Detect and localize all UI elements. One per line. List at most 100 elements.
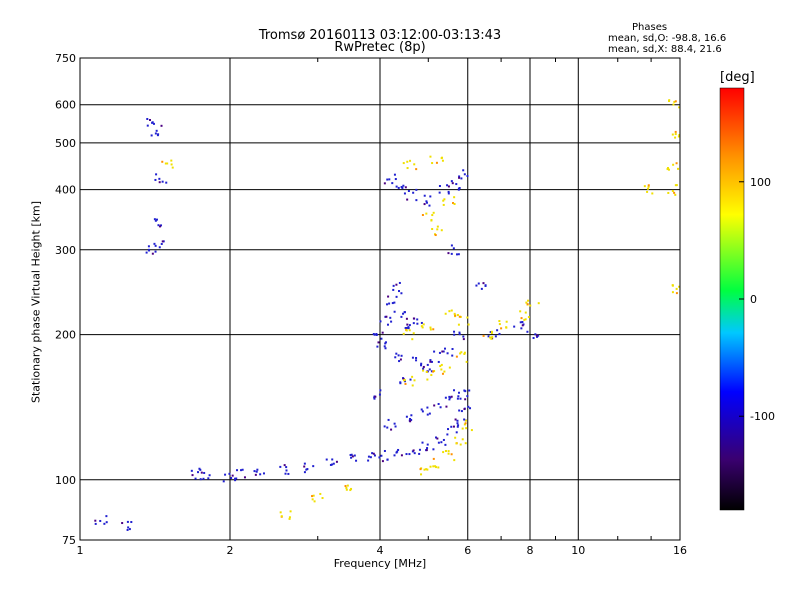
- data-point: [158, 181, 161, 184]
- data-point: [462, 338, 465, 341]
- data-point: [463, 173, 466, 176]
- data-point: [393, 422, 396, 425]
- data-point: [646, 190, 649, 193]
- data-point: [346, 484, 349, 487]
- data-point: [430, 370, 433, 373]
- data-point: [150, 134, 153, 137]
- data-point: [467, 405, 470, 408]
- data-point: [159, 225, 162, 228]
- data-point: [677, 135, 680, 138]
- data-point: [409, 159, 412, 162]
- data-point: [254, 473, 257, 476]
- data-point: [241, 468, 244, 471]
- data-point: [456, 314, 459, 317]
- data-point: [383, 182, 386, 185]
- data-point: [440, 368, 443, 371]
- data-point: [673, 191, 676, 194]
- data-point: [145, 251, 148, 254]
- data-point: [425, 212, 428, 215]
- data-point: [513, 325, 516, 328]
- data-point: [415, 359, 418, 362]
- data-point: [224, 473, 227, 476]
- data-point: [350, 453, 353, 456]
- data-point: [289, 510, 292, 513]
- data-point: [440, 157, 443, 160]
- data-point: [388, 302, 391, 305]
- data-point: [406, 198, 409, 201]
- colorbar-tick-label: -100: [750, 410, 775, 423]
- data-point: [444, 312, 447, 315]
- data-point: [447, 185, 450, 188]
- data-point: [127, 526, 130, 529]
- data-point: [457, 253, 460, 256]
- data-point: [349, 453, 352, 456]
- data-point: [671, 284, 674, 287]
- data-point: [146, 117, 149, 120]
- data-point: [426, 447, 429, 450]
- y-tick-label: 100: [55, 474, 76, 487]
- data-point: [527, 316, 530, 319]
- data-point: [406, 160, 409, 163]
- data-point: [367, 455, 370, 458]
- data-point: [331, 458, 334, 461]
- data-point: [105, 521, 108, 524]
- data-point: [319, 492, 322, 495]
- data-point: [448, 310, 451, 313]
- data-point: [415, 199, 418, 202]
- data-point: [410, 418, 413, 421]
- data-point: [456, 419, 459, 422]
- data-point: [166, 162, 169, 165]
- data-point: [418, 452, 421, 455]
- data-point: [420, 321, 423, 324]
- y-tick-label: 300: [55, 244, 76, 257]
- data-point: [668, 99, 671, 102]
- data-point: [458, 333, 461, 336]
- data-point: [453, 333, 456, 336]
- data-point: [395, 283, 398, 286]
- data-point: [191, 474, 194, 477]
- data-point: [426, 468, 429, 471]
- data-point: [465, 419, 468, 422]
- data-point: [428, 412, 431, 415]
- data-point: [429, 326, 432, 329]
- data-point: [332, 462, 335, 465]
- y-tick-label: 75: [62, 534, 76, 547]
- data-point: [440, 229, 443, 232]
- data-point: [494, 335, 497, 338]
- data-point: [197, 471, 200, 474]
- data-point: [459, 443, 462, 446]
- data-point: [384, 341, 387, 344]
- data-point: [439, 365, 442, 368]
- data-point: [371, 452, 374, 455]
- data-point: [441, 350, 444, 353]
- data-point: [403, 379, 406, 382]
- data-point: [446, 433, 449, 436]
- data-point: [643, 185, 646, 188]
- data-point: [673, 100, 676, 103]
- data-point: [426, 413, 429, 416]
- data-point: [391, 302, 394, 305]
- data-point: [445, 405, 448, 408]
- data-point: [240, 469, 243, 472]
- data-point: [447, 428, 450, 431]
- data-point: [404, 326, 407, 329]
- data-point: [379, 320, 382, 323]
- data-point: [519, 310, 522, 313]
- data-point: [452, 425, 455, 428]
- data-point: [490, 332, 493, 335]
- data-point: [408, 453, 411, 456]
- data-point: [422, 323, 425, 326]
- data-point: [383, 345, 386, 348]
- data-point: [381, 460, 384, 463]
- data-point: [395, 295, 398, 298]
- data-point: [429, 328, 432, 331]
- data-point: [463, 352, 466, 355]
- data-point: [380, 454, 383, 457]
- data-point: [312, 465, 315, 468]
- phases-title: Phases: [632, 22, 668, 33]
- data-point: [500, 327, 503, 330]
- data-point: [666, 167, 669, 170]
- data-point: [457, 391, 460, 394]
- data-point: [453, 196, 456, 199]
- data-point: [207, 477, 210, 480]
